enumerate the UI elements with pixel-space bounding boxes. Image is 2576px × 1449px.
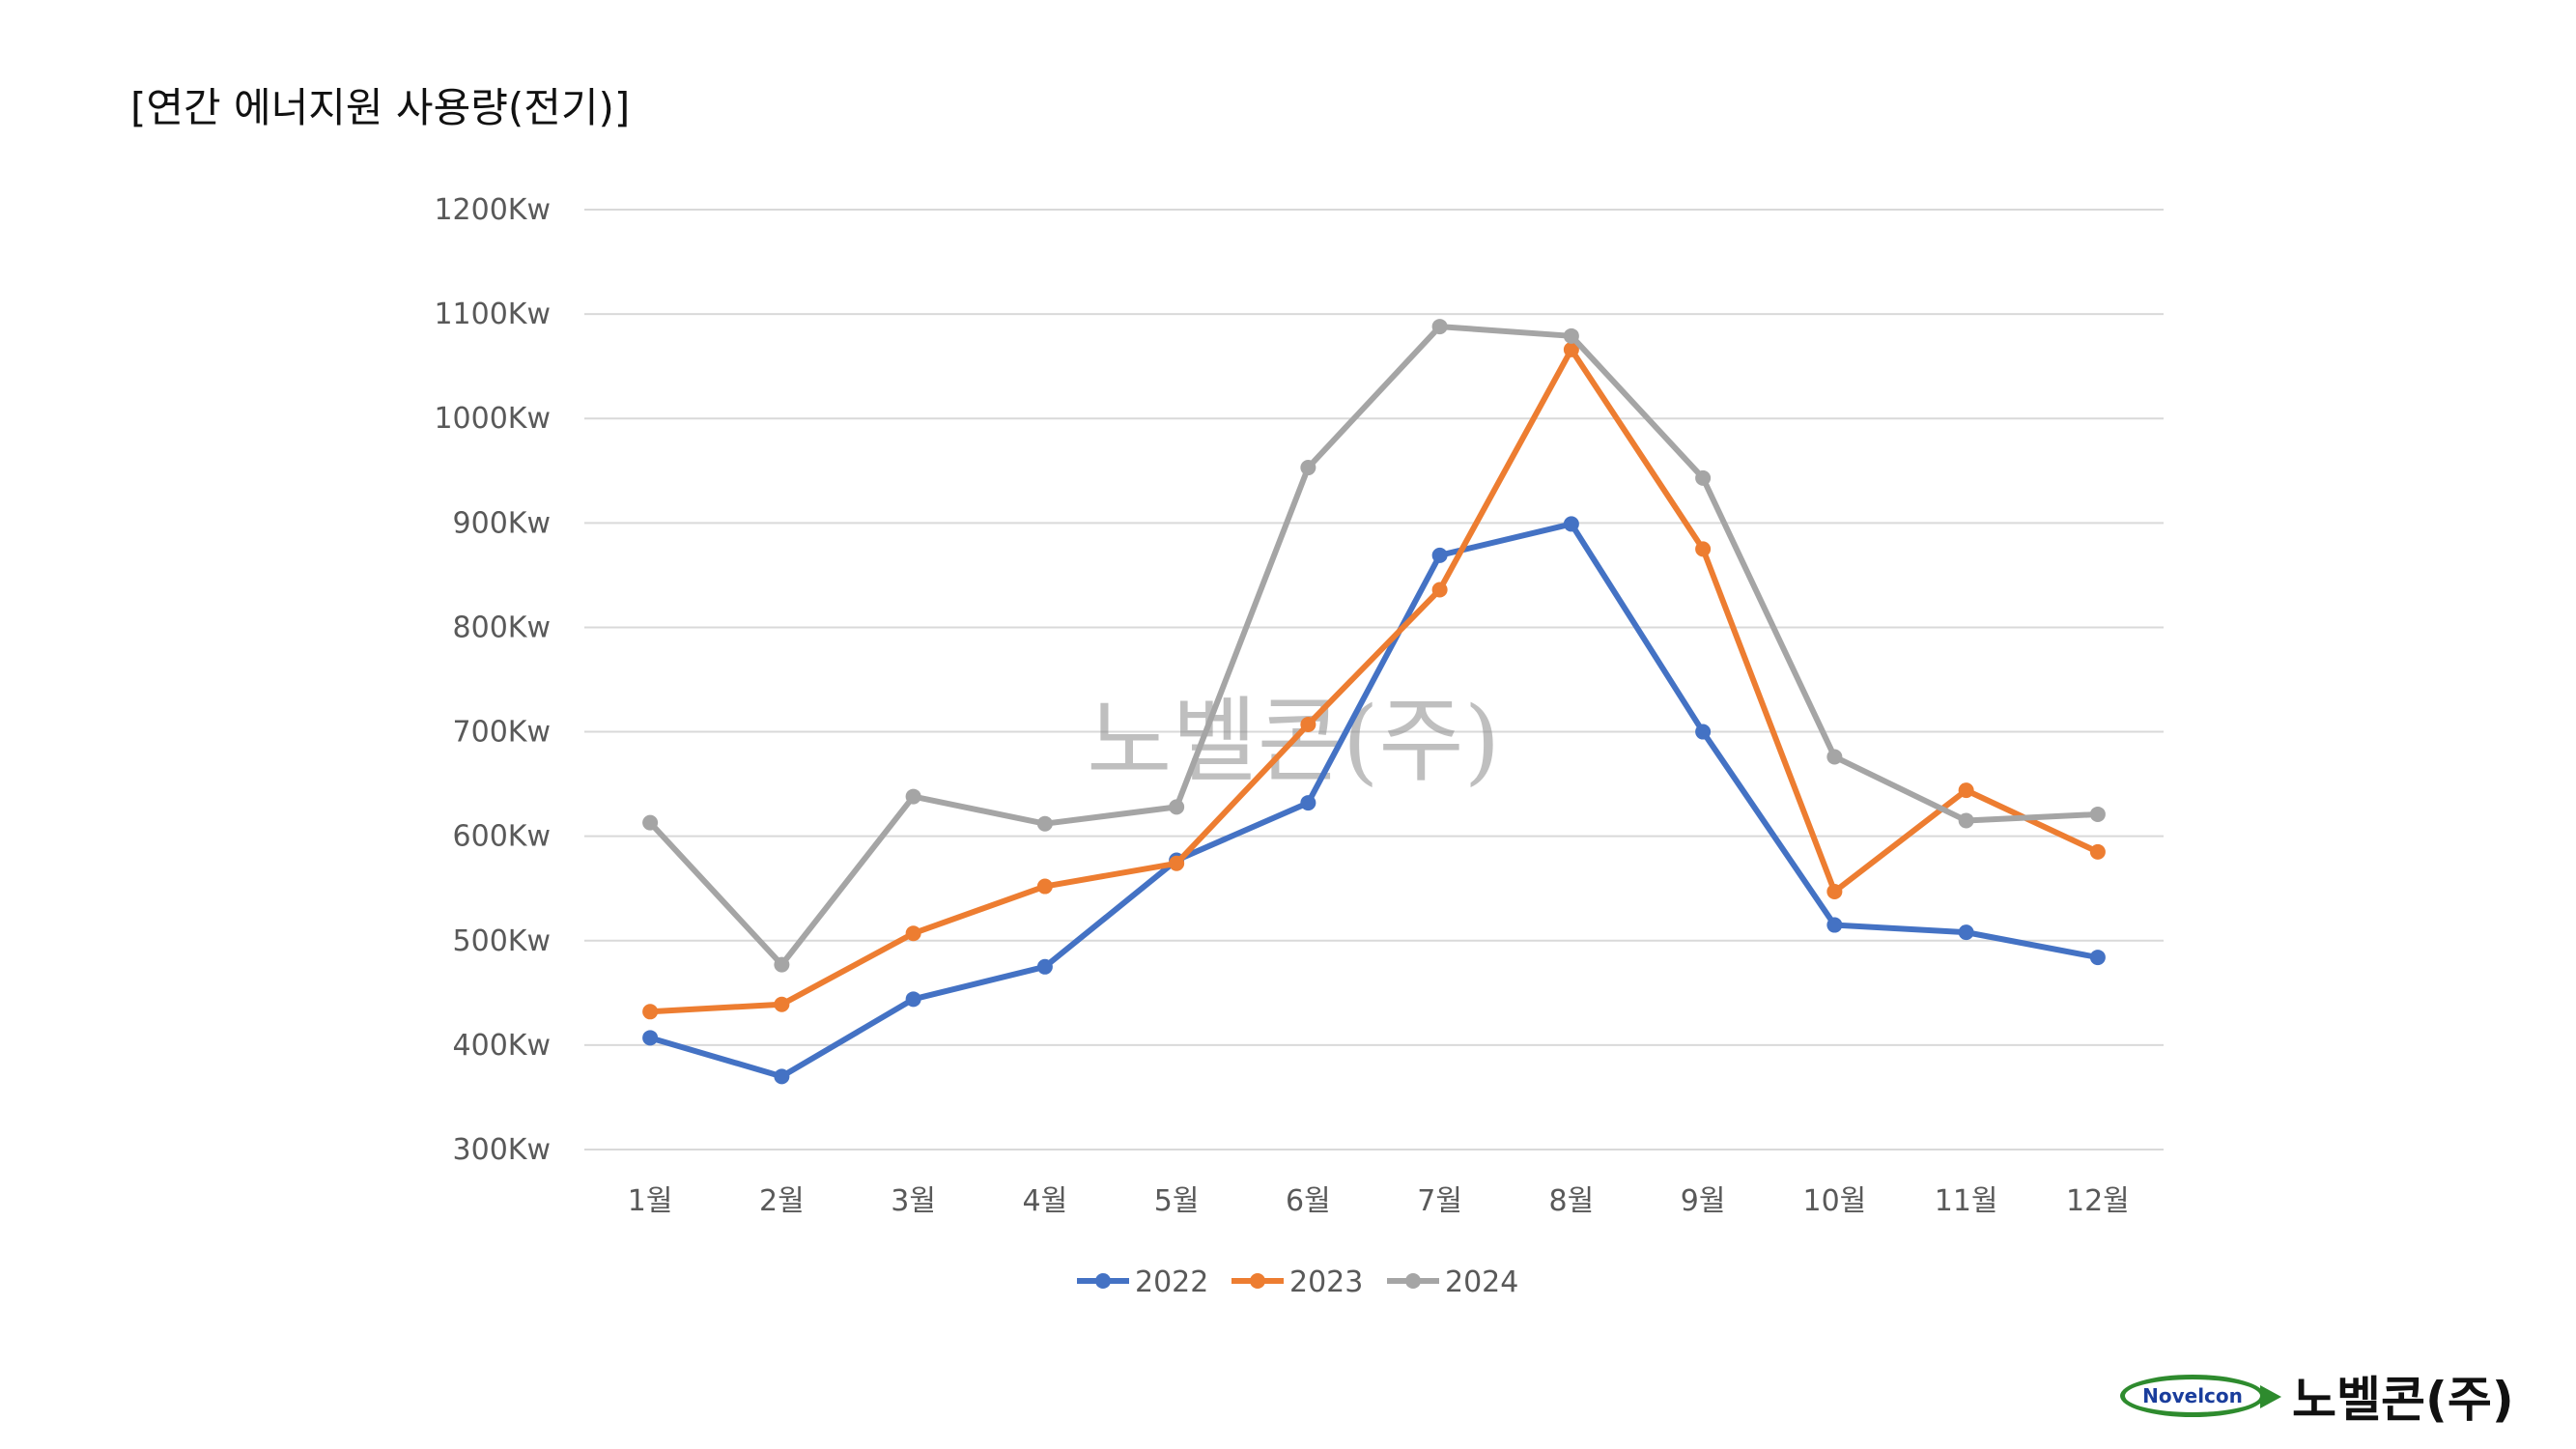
company-name: 노벨콘(주): [2292, 1372, 2514, 1428]
legend-label: 2022: [1135, 1265, 1208, 1299]
data-point: [1431, 319, 1448, 335]
y-tick-label: 300Kw: [453, 1133, 551, 1167]
data-point: [1036, 958, 1053, 975]
data-point: [1958, 782, 1974, 799]
x-tick-label: 4월: [1023, 1184, 1068, 1218]
x-tick-label: 12월: [2066, 1184, 2130, 1218]
legend-marker: [1250, 1273, 1265, 1289]
series-line: [647, 324, 2101, 968]
data-point: [1563, 327, 1579, 344]
legend-marker: [1405, 1273, 1421, 1289]
y-tick-label: 600Kw: [453, 820, 551, 854]
y-tick-label: 1200Kw: [434, 193, 551, 227]
data-point: [1695, 724, 1712, 740]
data-point: [774, 956, 790, 973]
legend-item-2024: 2024: [1387, 1265, 1518, 1299]
y-tick-label: 400Kw: [453, 1029, 551, 1063]
data-point: [1695, 469, 1712, 486]
x-tick-label: 3월: [891, 1184, 936, 1218]
data-point: [905, 788, 921, 805]
data-point: [774, 1068, 790, 1085]
data-point: [1036, 878, 1053, 895]
data-point: [1695, 541, 1712, 557]
y-tick-label: 500Kw: [453, 924, 551, 958]
legend-item-2022: 2022: [1077, 1265, 1208, 1299]
y-tick-label: 900Kw: [453, 506, 551, 540]
data-point: [774, 996, 790, 1012]
data-point: [1958, 924, 1974, 941]
data-point: [1563, 341, 1579, 357]
x-tick-label: 9월: [1681, 1184, 1726, 1218]
data-point: [642, 1030, 659, 1046]
company-logo: Novelcon 노벨콘(주): [2120, 1364, 2514, 1428]
data-point: [1300, 716, 1316, 732]
x-tick-label: 11월: [1935, 1184, 1998, 1218]
series-2023: [642, 341, 2106, 1020]
page-title: [연간 에너지원 사용량(전기)]: [130, 84, 631, 131]
data-point: [1300, 795, 1316, 811]
series-line: [647, 346, 2101, 1015]
data-point: [1169, 799, 1185, 815]
gridlines: [584, 209, 2164, 1151]
x-tick-label: 6월: [1286, 1184, 1331, 1218]
series-2024: [642, 319, 2106, 973]
legend: 2022 2023 2024: [1077, 1265, 1518, 1299]
data-point: [1958, 812, 1974, 829]
data-point: [1169, 855, 1185, 871]
x-axis-ticks: 1월 2월 3월 4월 5월 6월 7월 8월 9월 10월 11월 12월: [628, 1184, 2130, 1218]
data-point: [1036, 815, 1053, 832]
data-point: [2089, 806, 2106, 822]
series-2022: [642, 516, 2106, 1085]
data-point: [1431, 547, 1448, 563]
x-tick-label: 7월: [1417, 1184, 1462, 1218]
legend-label: 2024: [1445, 1265, 1518, 1299]
x-tick-label: 10월: [1802, 1184, 1866, 1218]
x-tick-label: 2월: [759, 1184, 805, 1218]
data-point: [1826, 749, 1843, 765]
data-point: [1826, 883, 1843, 899]
data-point: [905, 925, 921, 942]
data-point: [1300, 460, 1316, 476]
y-tick-label: 1000Kw: [434, 402, 551, 436]
series-line: [647, 521, 2101, 1080]
y-tick-label: 700Kw: [453, 716, 551, 750]
novelcon-logo-icon: Novelcon: [2120, 1375, 2281, 1417]
logo-text: Novelcon: [2142, 1384, 2243, 1407]
legend-item-2023: 2023: [1231, 1265, 1363, 1299]
legend-label: 2023: [1289, 1265, 1363, 1299]
y-tick-label: 1100Kw: [434, 298, 551, 331]
series-lines: [642, 319, 2106, 1085]
legend-marker: [1095, 1273, 1111, 1289]
y-tick-label: 800Kw: [453, 611, 551, 644]
data-point: [642, 814, 659, 831]
data-point: [905, 991, 921, 1008]
x-tick-label: 1월: [628, 1184, 673, 1218]
y-axis-ticks: 300Kw 400Kw 500Kw 600Kw 700Kw 800Kw 900Kw 1000K…: [434, 193, 551, 1167]
data-point: [642, 1004, 659, 1020]
data-point: [2089, 950, 2106, 966]
x-tick-label: 8월: [1549, 1184, 1595, 1218]
data-point: [1431, 582, 1448, 598]
data-point: [2089, 843, 2106, 860]
data-point: [1563, 516, 1579, 532]
x-tick-label: 5월: [1154, 1184, 1200, 1218]
data-point: [1826, 917, 1843, 933]
